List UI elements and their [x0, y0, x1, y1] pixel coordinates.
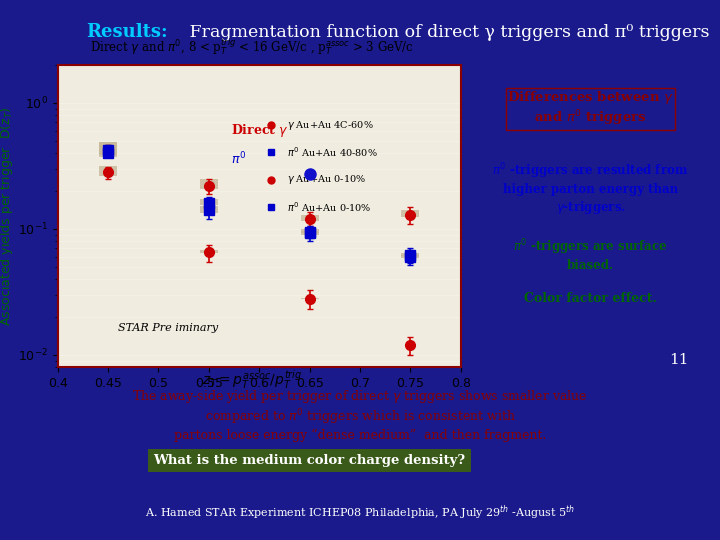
FancyBboxPatch shape — [99, 166, 117, 176]
Text: $\pi^0$: $\pi^0$ — [231, 151, 246, 167]
Text: $\pi^0$ Au+Au 0-10%: $\pi^0$ Au+Au 0-10% — [287, 200, 372, 214]
Text: $\pi^0$ Au+Au 40-80%: $\pi^0$ Au+Au 40-80% — [287, 146, 378, 159]
FancyBboxPatch shape — [99, 141, 117, 154]
Text: A. Hamed STAR Experiment ICHEP08 Philadelphia, PA July 29$^{th}$ -August 5$^{th}: A. Hamed STAR Experiment ICHEP08 Philade… — [145, 504, 575, 522]
Text: $z_T = p_T^{assoc}/p_T^{trig}$: $z_T = p_T^{assoc}/p_T^{trig}$ — [202, 369, 302, 393]
FancyBboxPatch shape — [199, 251, 218, 253]
FancyBboxPatch shape — [401, 255, 420, 258]
FancyBboxPatch shape — [300, 229, 319, 233]
FancyBboxPatch shape — [199, 199, 218, 205]
Text: $\gamma$ Au+Au 0-10%: $\gamma$ Au+Au 0-10% — [287, 173, 366, 186]
FancyBboxPatch shape — [300, 214, 319, 221]
Text: $\pi^0$ -triggers are surface
biased.: $\pi^0$ -triggers are surface biased. — [513, 237, 667, 272]
Text: Fragmentation function of direct γ triggers and π⁰ triggers: Fragmentation function of direct γ trigg… — [184, 24, 709, 41]
Text: 11: 11 — [669, 353, 688, 367]
Text: Color factor effect.: Color factor effect. — [524, 292, 657, 305]
Text: What is the medium color charge density?: What is the medium color charge density? — [153, 454, 466, 467]
FancyBboxPatch shape — [199, 206, 218, 213]
Text: Direct $\gamma$ and $\pi^0$, 8 < p$_T^{trig}$ < 16 GeV/c , p$_T^{assoc}$ > 3 GeV: Direct $\gamma$ and $\pi^0$, 8 < p$_T^{t… — [90, 36, 414, 57]
Text: The away-side yield per trigger of direct $\gamma$ triggers shows smaller value
: The away-side yield per trigger of direc… — [132, 388, 588, 442]
FancyBboxPatch shape — [300, 231, 319, 235]
FancyBboxPatch shape — [300, 298, 319, 299]
FancyBboxPatch shape — [99, 141, 117, 154]
FancyBboxPatch shape — [199, 179, 218, 189]
Text: $\pi^0$ -triggers are resulted from
higher parton energy than
$\gamma$-triggers.: $\pi^0$ -triggers are resulted from high… — [492, 161, 688, 215]
Text: Differences between $\gamma$
and $\pi^0$ triggers: Differences between $\gamma$ and $\pi^0$… — [507, 89, 674, 129]
Text: STAR Pre iminary: STAR Pre iminary — [118, 323, 218, 333]
Text: Direct $\gamma$: Direct $\gamma$ — [231, 123, 289, 139]
Y-axis label: Associated yields per trigger  D(z$_T$): Associated yields per trigger D(z$_T$) — [0, 106, 15, 326]
FancyBboxPatch shape — [401, 253, 420, 256]
FancyBboxPatch shape — [401, 210, 420, 217]
Text: $\gamma$ Au+Au 4C-60%: $\gamma$ Au+Au 4C-60% — [287, 119, 374, 132]
FancyBboxPatch shape — [99, 145, 117, 157]
Text: Results:: Results: — [86, 23, 168, 42]
